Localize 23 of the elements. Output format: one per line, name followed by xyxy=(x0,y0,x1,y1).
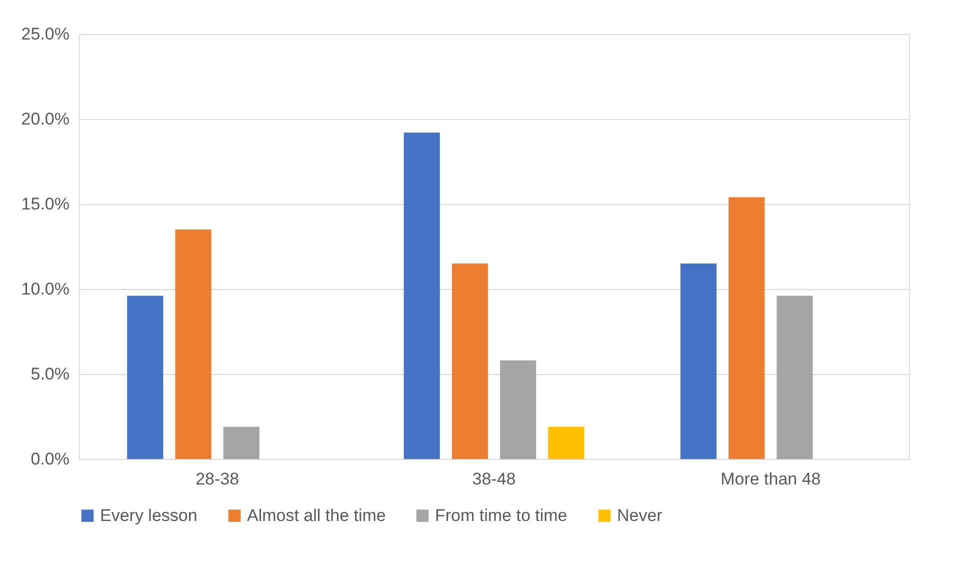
y-tick-label: 25.0% xyxy=(21,24,70,44)
legend-label: Never xyxy=(617,506,663,525)
bar xyxy=(127,296,164,459)
bar xyxy=(175,230,212,459)
bar xyxy=(680,264,717,459)
bar xyxy=(776,296,813,459)
x-tick-label: More than 48 xyxy=(720,470,821,488)
y-tick-label: 10.0% xyxy=(21,280,70,298)
y-tick-label: 5.0% xyxy=(30,364,70,384)
bar xyxy=(404,132,440,459)
y-tick-label: 0.0% xyxy=(30,450,70,468)
x-tick-label: 38-48 xyxy=(472,470,516,488)
bar xyxy=(500,360,536,459)
legend-label: From time to time xyxy=(435,506,568,525)
bar xyxy=(452,264,488,459)
x-tick-label: 28-38 xyxy=(196,470,240,488)
y-tick-label: 15.0% xyxy=(21,194,70,214)
legend-label: Every lesson xyxy=(100,506,198,525)
y-tick-label: 20.0% xyxy=(21,110,70,128)
bar xyxy=(548,426,584,459)
legend-label: Almost all the time xyxy=(247,506,386,525)
bar xyxy=(728,197,765,459)
bar xyxy=(223,426,260,459)
